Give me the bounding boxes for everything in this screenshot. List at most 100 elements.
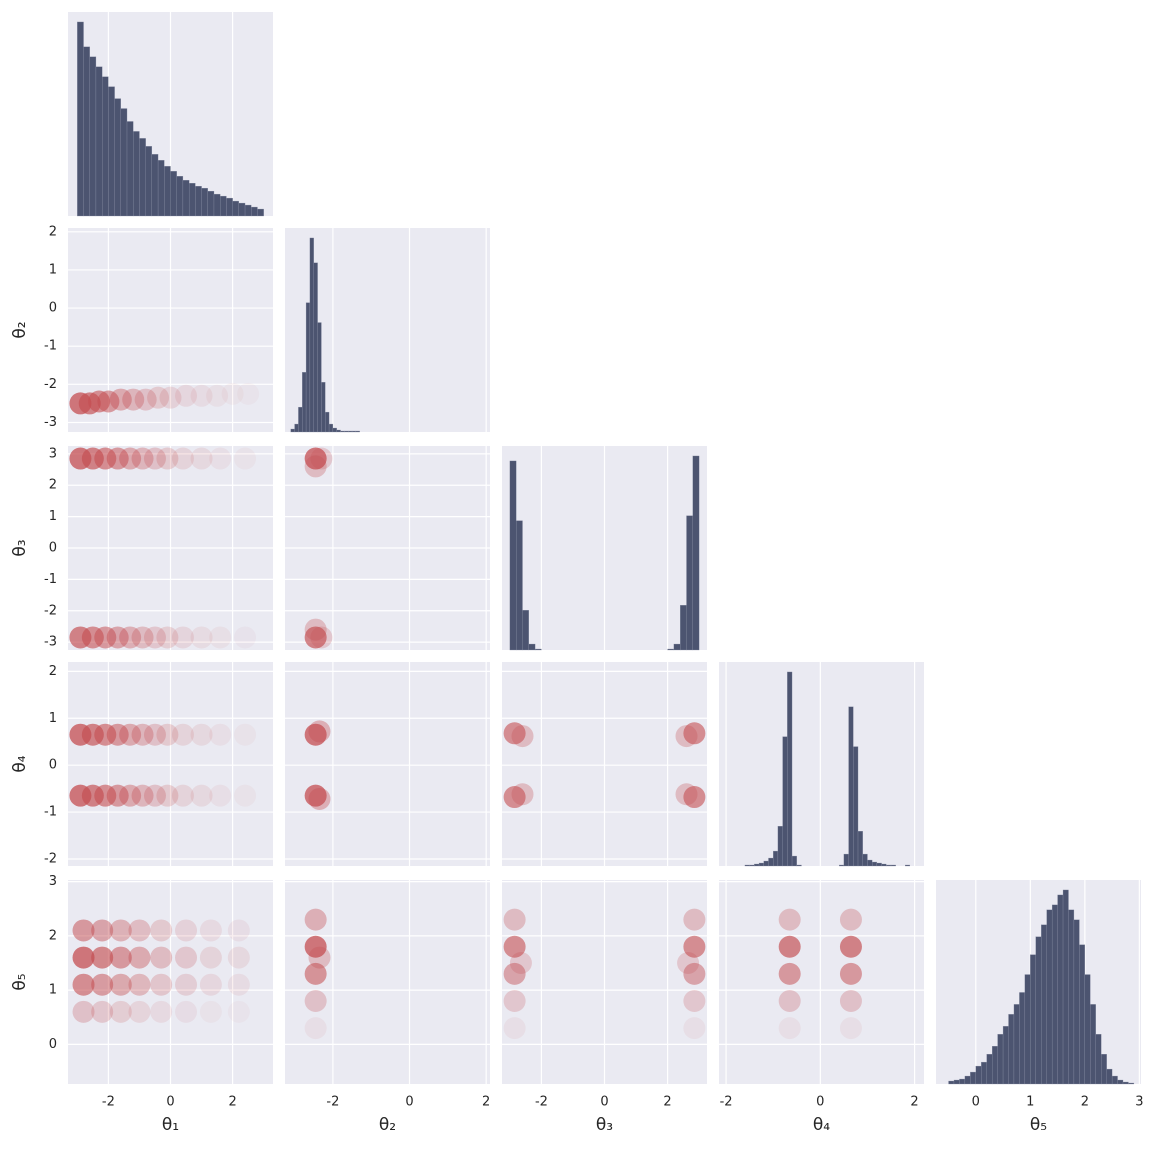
x-tick-label: 0 — [600, 1095, 608, 1110]
hex-cell — [237, 383, 259, 405]
hex-cell — [171, 447, 194, 470]
x-tick-label: 0 — [972, 1095, 980, 1110]
hexbin-group — [72, 919, 250, 1023]
hex-cell — [119, 447, 142, 470]
hist-bar — [522, 610, 529, 651]
hex-cell — [234, 723, 257, 746]
hex-cell — [175, 1000, 198, 1023]
hex-cell — [94, 626, 117, 649]
hex-cell — [839, 908, 862, 931]
hist-bar — [89, 56, 97, 217]
hist-bar — [114, 98, 121, 217]
hist-bar — [997, 1034, 1004, 1085]
hist-bar — [1002, 1026, 1009, 1085]
hex-cell — [128, 1000, 151, 1023]
hex-cell — [150, 946, 173, 969]
hist-bar — [796, 864, 802, 867]
hist-bar — [1013, 1004, 1020, 1085]
hex-cell — [131, 447, 154, 470]
hex-cell — [839, 962, 862, 985]
hist-bar — [768, 857, 774, 867]
hist-bar — [686, 515, 693, 651]
hex-cell — [143, 784, 166, 807]
hex-cell — [150, 1000, 173, 1023]
hist-bar — [1030, 954, 1036, 1085]
hist-bar — [232, 200, 239, 217]
hexbin-group — [503, 908, 706, 1040]
hist-bar — [213, 193, 221, 217]
hist-bar — [1090, 1004, 1096, 1085]
hist-bar — [754, 863, 760, 867]
hex-cell — [190, 626, 213, 649]
hist-bar — [1079, 944, 1085, 1085]
hex-cell — [199, 946, 222, 969]
x-tick-label: 0 — [166, 1095, 174, 1110]
hex-cell — [109, 973, 132, 996]
hex-cell — [209, 723, 232, 746]
y-tick-label: 3 — [49, 874, 57, 889]
hex-cell — [209, 784, 232, 807]
hist-bar — [257, 208, 264, 217]
hex-cell — [778, 989, 801, 1012]
hist-bar — [317, 322, 322, 433]
y-tick-label: -1 — [44, 572, 57, 587]
hex-cell — [91, 973, 114, 996]
hist-bar — [975, 1065, 982, 1085]
hex-cell — [206, 384, 229, 407]
y-axis-label: θ₃ — [10, 539, 30, 556]
hex-cell — [199, 1000, 222, 1023]
hist-bar — [509, 460, 517, 651]
hex-cell — [159, 386, 182, 409]
hex-cell — [109, 1000, 132, 1023]
hex-cell — [839, 935, 862, 958]
hist-bar — [692, 455, 700, 651]
hex-cell — [97, 390, 120, 413]
hist-bar — [970, 1071, 976, 1085]
hex-cell — [228, 1001, 250, 1023]
y-tick-label: 1 — [49, 983, 57, 998]
hex-cell — [190, 784, 213, 807]
hex-cell — [503, 722, 526, 745]
hist-bar — [744, 864, 750, 867]
hex-cell — [503, 935, 526, 958]
panel — [719, 662, 924, 866]
x-axis-label: θ₁ — [162, 1115, 179, 1135]
x-tick-label: 2 — [910, 1095, 918, 1110]
hex-cell — [134, 388, 157, 411]
y-tick-label: 2 — [49, 928, 57, 943]
x-tick-label: 2 — [663, 1095, 671, 1110]
x-tick-label: -2 — [102, 1095, 115, 1110]
hist-bar — [182, 180, 190, 217]
hist-bar — [294, 423, 299, 433]
hex-cell — [778, 935, 801, 958]
hist-bar — [1095, 1034, 1102, 1085]
hex-cell — [175, 919, 198, 942]
hex-cell — [503, 1017, 526, 1040]
hist-bar — [77, 21, 84, 217]
hist-bar — [763, 860, 769, 867]
hexbin-group — [69, 382, 259, 415]
hex-cell — [119, 723, 142, 746]
hist-bar — [220, 195, 227, 217]
hex-cell — [509, 952, 532, 975]
hexbin-group — [778, 908, 862, 1040]
hist-bar — [758, 862, 764, 867]
hex-cell — [304, 935, 327, 958]
hist-bar — [108, 86, 115, 217]
hex-cell — [128, 973, 151, 996]
y-tick-label: -2 — [44, 851, 57, 866]
hist-bar — [348, 430, 353, 433]
hex-cell — [234, 784, 257, 807]
hex-cell — [683, 962, 706, 985]
y-tick-label: 2 — [49, 478, 57, 493]
hex-cell — [147, 386, 170, 409]
y-tick-label: 0 — [49, 1037, 57, 1052]
hist-bar — [857, 831, 863, 867]
hist-bar — [325, 411, 330, 433]
y-tick-label: -3 — [44, 415, 57, 430]
hex-cell — [304, 962, 327, 985]
x-axis-label: θ₂ — [379, 1115, 396, 1135]
hexbin-group — [304, 720, 331, 810]
hist-bar — [843, 853, 849, 867]
